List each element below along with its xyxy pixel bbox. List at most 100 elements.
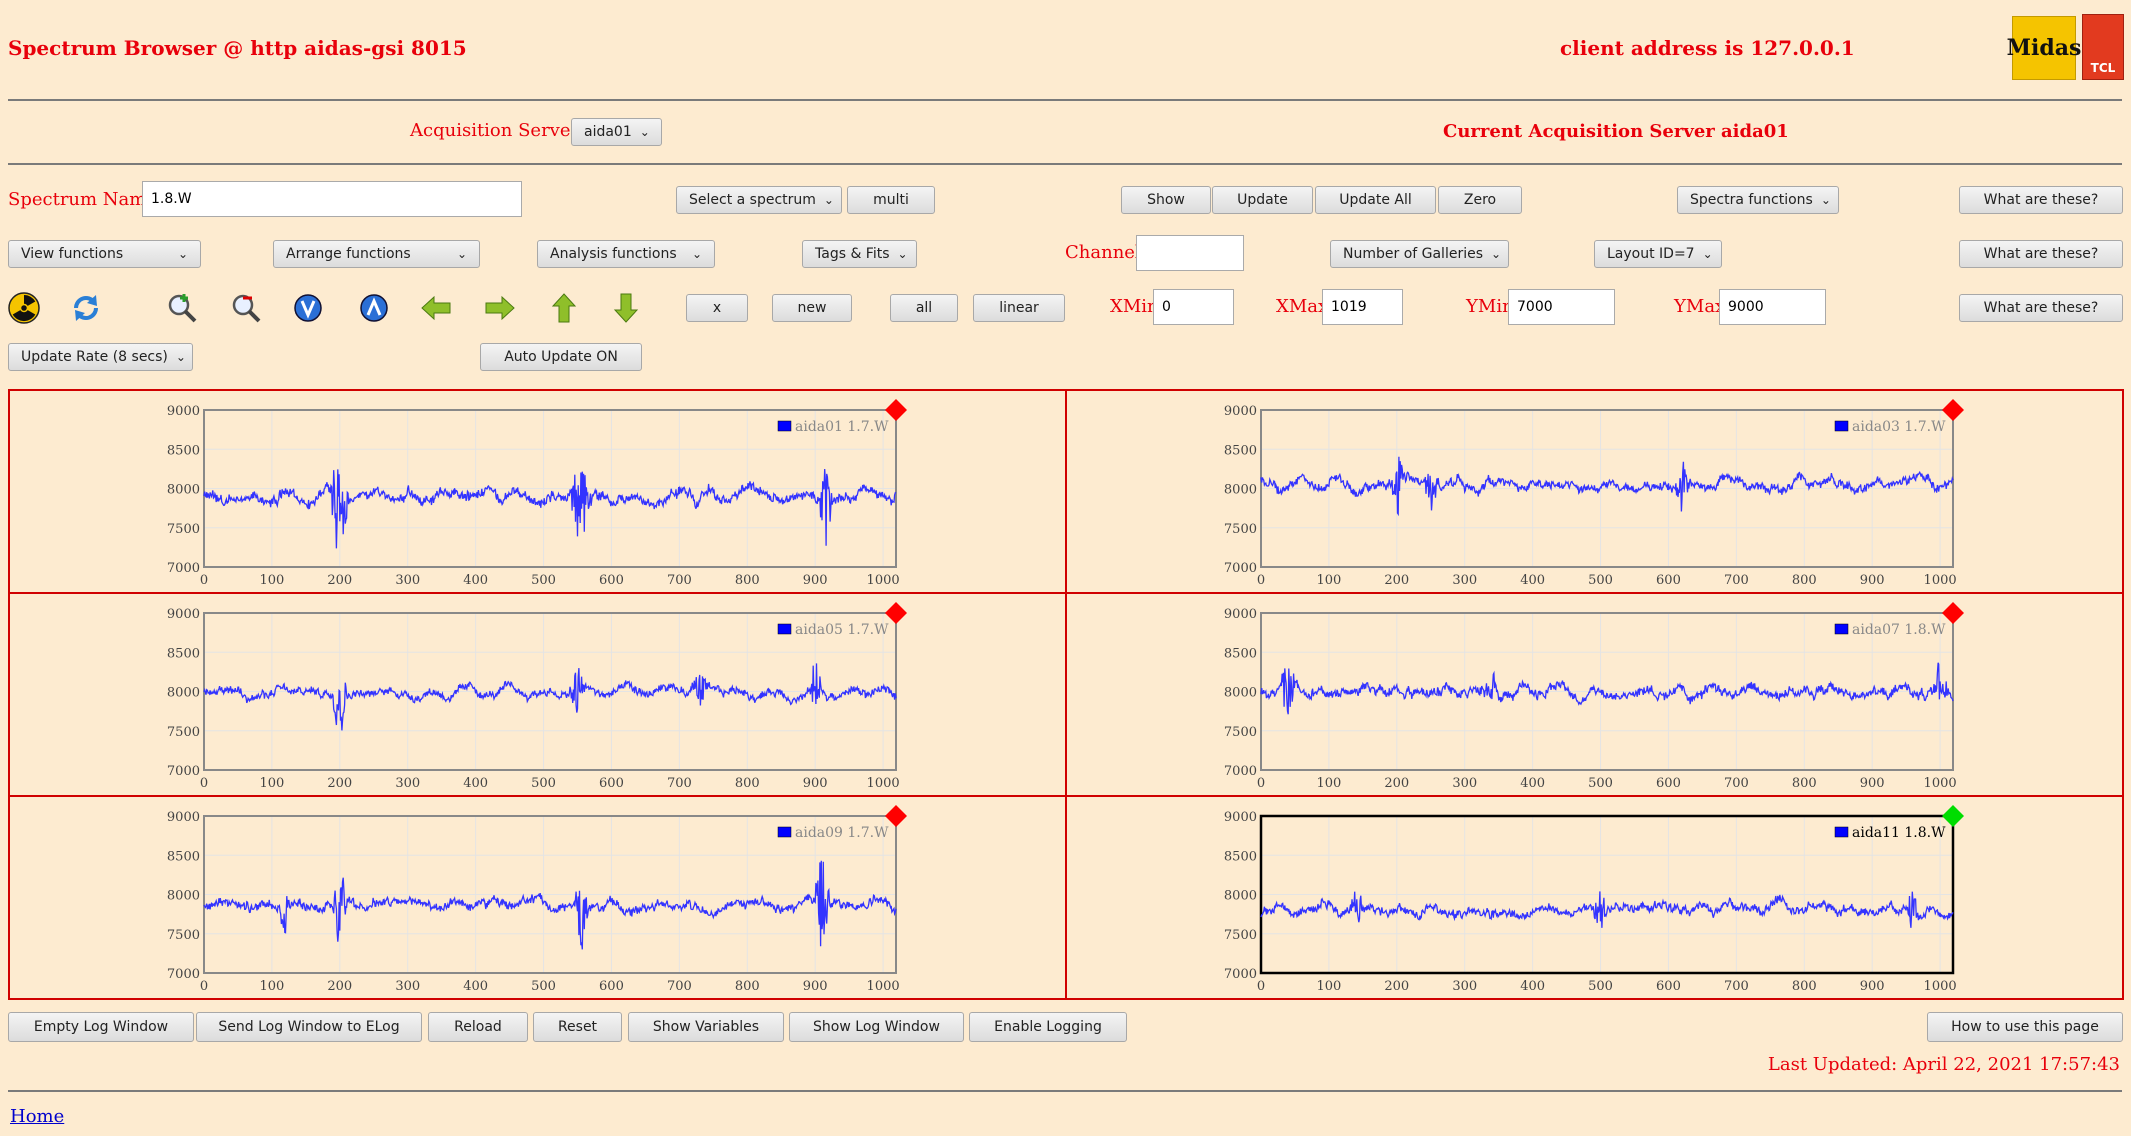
xmin-input[interactable]: 0	[1153, 289, 1234, 325]
layout-id-dropdown[interactable]: Layout ID=7 ⌄	[1594, 240, 1722, 268]
spectrum-chart[interactable]: 0 100 200 300 400 500 600 700 800 900 1000 7000 7500…	[1067, 391, 2122, 592]
status-diamond-icon[interactable]	[1942, 805, 1964, 827]
arrow-down-icon[interactable]	[610, 292, 642, 324]
spectrum-gallery[interactable]: 0 100 200 300 400 500 600 700 800 900 1000 7000 7500…	[1065, 389, 2124, 594]
y-tick-label: 8500	[1224, 849, 1257, 864]
all-button[interactable]: all	[890, 294, 958, 322]
spectrum-gallery[interactable]: 0 100 200 300 400 500 600 700 800 900 1000 7000 7500…	[8, 389, 1067, 594]
spectrum-chart[interactable]: 0 100 200 300 400 500 600 700 800 900 1000 7000 7500…	[10, 391, 1065, 592]
x-tick-label: 100	[259, 776, 284, 791]
client-address: client address is 127.0.0.1	[1560, 36, 1855, 60]
arrow-right-icon[interactable]	[484, 292, 516, 324]
acquisition-server-select[interactable]: aida01 ⌄	[571, 118, 662, 146]
plot-frame	[203, 815, 897, 974]
tags-fits-dropdown[interactable]: Tags & Fits ⌄	[802, 240, 917, 268]
zoom-out-icon[interactable]	[230, 292, 262, 324]
legend-label: aida11 1.8.W	[1852, 825, 1946, 841]
x-tick-label: 200	[1384, 979, 1409, 994]
y-tick-label: 7000	[167, 764, 200, 779]
x-tick-label: 500	[1588, 776, 1613, 791]
legend-swatch	[777, 623, 792, 635]
help-button[interactable]: What are these?	[1959, 294, 2123, 322]
y-tick-label: 8500	[1224, 443, 1257, 458]
status-diamond-icon[interactable]	[885, 602, 907, 624]
x-tick-label: 900	[803, 979, 828, 994]
legend-swatch	[1834, 420, 1849, 432]
reset-button[interactable]: Reset	[533, 1012, 622, 1042]
legend-label: aida05 1.7.W	[795, 622, 889, 638]
tcl-logo[interactable]: TCL	[2082, 14, 2124, 80]
spectrum-gallery[interactable]: 0 100 200 300 400 500 600 700 800 900 1000 7000 7500…	[8, 795, 1067, 1000]
help-button[interactable]: What are these?	[1959, 186, 2123, 214]
x-tick-label: 400	[1520, 573, 1545, 588]
x-tick-label: 700	[667, 979, 692, 994]
spectrum-gallery[interactable]: 0 100 200 300 400 500 600 700 800 900 1000 7000 7500…	[8, 592, 1067, 797]
update-rate-dropdown[interactable]: Update Rate (8 secs) ⌄	[8, 343, 193, 371]
zoom-in-icon[interactable]	[166, 292, 198, 324]
spectrum-chart[interactable]: 0 100 200 300 400 500 600 700 800 900 1000 7000 7500…	[10, 797, 1065, 998]
x-tick-label: 300	[395, 776, 420, 791]
scale-down-icon[interactable]	[292, 292, 324, 324]
status-diamond-icon[interactable]	[1942, 399, 1964, 421]
select-spectrum-dropdown[interactable]: Select a spectrum ⌄	[676, 186, 842, 214]
ymin-input[interactable]: 7000	[1508, 289, 1615, 325]
empty-log-window-button[interactable]: Empty Log Window	[8, 1012, 194, 1042]
send-log-to-elog-button[interactable]: Send Log Window to ELog	[196, 1012, 422, 1042]
last-updated: Last Updated: April 22, 2021 17:57:43	[1767, 1054, 2120, 1075]
show-variables-button[interactable]: Show Variables	[628, 1012, 784, 1042]
x-button[interactable]: x	[686, 294, 748, 322]
how-to-use-button[interactable]: How to use this page	[1927, 1012, 2123, 1042]
status-diamond-icon[interactable]	[1942, 602, 1964, 624]
show-button[interactable]: Show	[1121, 186, 1211, 214]
arrow-up-icon[interactable]	[548, 292, 580, 324]
x-tick-label: 500	[531, 776, 556, 791]
analysis-functions-dropdown[interactable]: Analysis functions ⌄	[537, 240, 715, 268]
spectrum-gallery[interactable]: 0 100 200 300 400 500 600 700 800 900 1000 7000 7500…	[1065, 592, 2124, 797]
multi-button[interactable]: multi	[847, 186, 935, 214]
spectrum-series-line	[1260, 662, 1954, 715]
spectra-functions-dropdown[interactable]: Spectra functions ⌄	[1677, 186, 1839, 214]
scale-up-icon[interactable]	[358, 292, 390, 324]
number-of-galleries-dropdown[interactable]: Number of Galleries ⌄	[1330, 240, 1509, 268]
spectrum-chart[interactable]: 0 100 200 300 400 500 600 700 800 900 1000 7000 7500…	[10, 594, 1065, 795]
x-tick-label: 700	[1724, 979, 1749, 994]
status-diamond-icon[interactable]	[885, 399, 907, 421]
xmax-input[interactable]: 1019	[1322, 289, 1403, 325]
page-title: Spectrum Browser @ http aidas-gsi 8015	[8, 36, 467, 60]
new-button[interactable]: new	[772, 294, 852, 322]
home-link[interactable]: Home	[10, 1106, 65, 1127]
spectrum-chart[interactable]: 0 100 200 300 400 500 600 700 800 900 1000 7000 7500…	[1067, 797, 2122, 998]
x-tick-label: 800	[735, 979, 760, 994]
refresh-icon[interactable]	[70, 292, 102, 324]
radiation-icon[interactable]	[8, 292, 40, 324]
chevron-down-icon: ⌄	[175, 350, 186, 364]
x-tick-label: 500	[1588, 573, 1613, 588]
x-tick-label: 700	[1724, 573, 1749, 588]
help-button[interactable]: What are these?	[1959, 240, 2123, 268]
zero-button[interactable]: Zero	[1438, 186, 1522, 214]
x-tick-label: 400	[1520, 979, 1545, 994]
x-tick-label: 700	[1724, 776, 1749, 791]
y-tick-label: 7000	[167, 561, 200, 576]
show-log-window-button[interactable]: Show Log Window	[789, 1012, 964, 1042]
update-all-button[interactable]: Update All	[1315, 186, 1436, 214]
view-functions-dropdown[interactable]: View functions ⌄	[8, 240, 201, 268]
spectrum-name-label: Spectrum Name:	[8, 189, 164, 210]
arrange-functions-dropdown[interactable]: Arrange functions ⌄	[273, 240, 480, 268]
arrow-left-icon[interactable]	[420, 292, 452, 324]
update-button[interactable]: Update	[1212, 186, 1313, 214]
spectrum-name-input[interactable]: 1.8.W	[142, 181, 522, 217]
linear-button[interactable]: linear	[973, 294, 1065, 322]
spectrum-chart[interactable]: 0 100 200 300 400 500 600 700 800 900 1000 7000 7500…	[1067, 594, 2122, 795]
auto-update-button[interactable]: Auto Update ON	[480, 343, 642, 371]
channel-input[interactable]	[1136, 235, 1244, 271]
spectrum-gallery[interactable]: 0 100 200 300 400 500 600 700 800 900 1000 7000 7500…	[1065, 795, 2124, 1000]
midas-logo[interactable]: Midas	[2007, 16, 2081, 80]
y-tick-label: 8500	[167, 849, 200, 864]
ymin-label: YMin	[1466, 296, 1514, 317]
x-tick-label: 700	[667, 573, 692, 588]
status-diamond-icon[interactable]	[885, 805, 907, 827]
enable-logging-button[interactable]: Enable Logging	[969, 1012, 1127, 1042]
reload-button[interactable]: Reload	[428, 1012, 528, 1042]
ymax-input[interactable]: 9000	[1719, 289, 1826, 325]
